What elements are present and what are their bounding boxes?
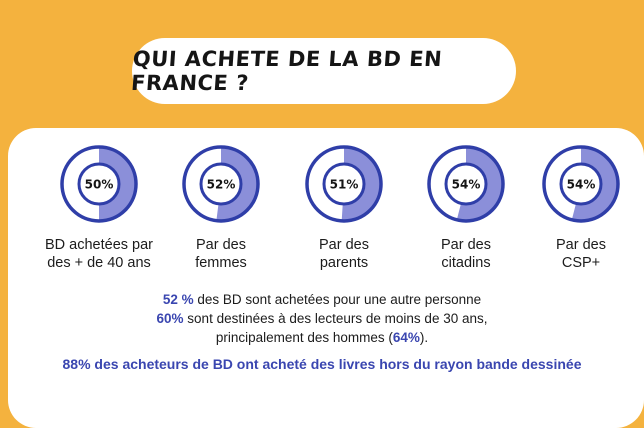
donut-category-line: parents [319, 255, 369, 271]
donut-category-line: femmes [195, 255, 247, 271]
bottom-highlight: 88% des acheteurs de BD ont acheté des l… [62, 356, 582, 372]
donut-3: 51% [305, 145, 383, 223]
donut-category-line: Par des [319, 237, 369, 253]
donut-1: 50% [60, 145, 138, 223]
stat-line-3: principalement des hommes (64%). [0, 328, 644, 347]
donut-value-label: 54% [452, 178, 481, 192]
stat-text-2: sont destinées à des lecteurs de moins d… [183, 311, 488, 326]
stat-text-1: des BD sont achetées pour une autre pers… [193, 292, 482, 307]
donut-outer-outline [60, 145, 138, 223]
donut-outer-outline [305, 145, 383, 223]
stat-value-2: 60% [156, 311, 184, 326]
donut-slice [456, 147, 503, 221]
donut-inner-outline [444, 162, 488, 206]
donut-category-label: Par des citadins [401, 236, 531, 272]
donut-category-line: des + de 40 ans [47, 255, 151, 271]
donut-value-label: 51% [330, 178, 359, 192]
donut-outer-outline [182, 145, 260, 223]
donut-slice [98, 147, 136, 221]
stats-block: 52 % des BD sont achetées pour une autre… [0, 290, 644, 347]
donut-category-label: Par des femmes [156, 236, 286, 272]
donut-slice [216, 147, 258, 221]
donut-category-line: CSP+ [561, 255, 601, 271]
donut-inner-outline [77, 162, 121, 206]
donut-inner-outline [559, 162, 603, 206]
donut-category-line: BD achetées par [44, 237, 153, 253]
donut-inner-outline [199, 162, 243, 206]
stat-line-2: 60% sont destinées à des lecteurs de moi… [0, 309, 644, 328]
donut-slice [571, 147, 618, 221]
donut-category-line: citadins [441, 255, 491, 271]
donut-category-line: Par des [441, 237, 491, 253]
stat-value-3: 64% [392, 330, 420, 345]
donut-category-label: Par des parents [279, 236, 409, 272]
donut-category-label: Par des CSP+ [516, 236, 644, 272]
donut-inner-outline [322, 162, 366, 206]
donut-value-label: 52% [207, 178, 236, 192]
stat-value-1: 52 % [162, 292, 194, 307]
donut-category-line: Par des [196, 237, 246, 253]
stat-text-3b: ). [419, 330, 429, 345]
donut-4: 54% [427, 145, 505, 223]
stat-text-3a: principalement des hommes ( [215, 330, 393, 345]
donut-value-label: 50% [85, 178, 114, 192]
donut-outer-outline [542, 145, 620, 223]
donut-charts: 50% 52% 51% 54% 54% [60, 145, 620, 223]
donut-2: 52% [182, 145, 260, 223]
donut-outer-outline [427, 145, 505, 223]
donut-5: 54% [542, 145, 620, 223]
title-banner: QUI ACHETE DE LA BD EN FRANCE ? [130, 38, 516, 104]
stat-line-1: 52 % des BD sont achetées pour une autre… [0, 290, 644, 309]
donut-category-line: Par des [556, 237, 606, 253]
donut-value-label: 54% [567, 178, 596, 192]
donut-slice [341, 147, 381, 221]
donut-category-label: BD achetées par des + de 40 ans [34, 236, 164, 272]
